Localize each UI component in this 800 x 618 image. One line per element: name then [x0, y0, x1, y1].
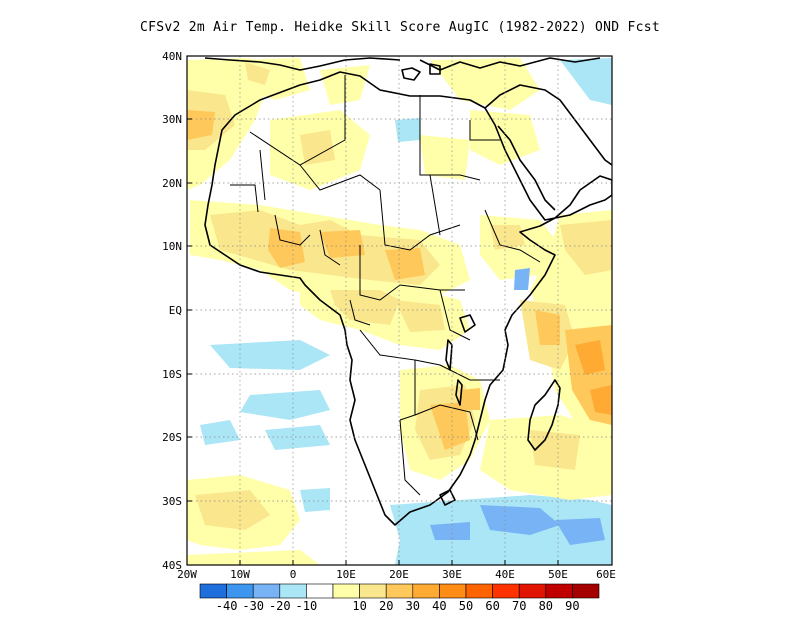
lat-label-10n: 10N — [162, 240, 182, 253]
lon-label-10w: 10W — [230, 568, 250, 581]
colorbar-label: 50 — [459, 599, 473, 613]
coastlines — [204, 57, 612, 526]
colorbar-label: -40 — [216, 599, 238, 613]
lon-labels: 20W 10W 0 10E 20E 30E 40E 50E 60E — [177, 568, 616, 581]
colorbar-swatch — [465, 583, 493, 599]
lon-label-0: 0 — [290, 568, 297, 581]
lon-label-10e: 10E — [336, 568, 356, 581]
lat-label-20s: 20S — [162, 431, 182, 444]
colorbar-label: 60 — [485, 599, 499, 613]
grid-lines — [187, 56, 612, 565]
colorbar-swatch — [226, 583, 254, 599]
colorbar-swatch — [199, 583, 227, 599]
lat-label-10s: 10S — [162, 368, 182, 381]
map-title: CFSv2 2m Air Temp. Heidke Skill Score Au… — [139, 20, 661, 35]
lat-label-40s: 40S — [162, 559, 182, 572]
lon-label-20e: 20E — [389, 568, 409, 581]
colorbar-swatch — [385, 583, 414, 599]
lat-label-30s: 30S — [162, 495, 182, 508]
colorbar-swatch — [252, 583, 281, 599]
colorbar-label: 80 — [539, 599, 553, 613]
colorbar-swatch — [359, 583, 387, 599]
colorbar-label: -10 — [296, 599, 318, 613]
lat-label-40n: 40N — [162, 50, 182, 63]
colorbar-swatch — [332, 583, 360, 599]
colorbar: -40 -30 -20 -10 10 20 30 40 50 60 70 80 90 — [199, 583, 600, 613]
lon-label-20w: 20W — [177, 568, 197, 581]
colorbar-label: 30 — [406, 599, 420, 613]
colorbar-swatch — [572, 583, 600, 599]
colorbar-swatch — [439, 583, 467, 599]
colorbar-label: 40 — [432, 599, 446, 613]
country-borders — [230, 75, 541, 496]
colorbar-swatch — [412, 583, 440, 599]
colorbar-label: 90 — [565, 599, 579, 613]
lon-label-30e: 30E — [442, 568, 462, 581]
colorbar-swatch — [518, 583, 547, 599]
lon-label-60e: 60E — [596, 568, 616, 581]
colorbar-swatch — [545, 583, 573, 599]
colorbar-label: -30 — [242, 599, 264, 613]
colorbar-swatch — [279, 583, 307, 599]
lon-label-50e: 50E — [548, 568, 568, 581]
lat-labels: 40N 30N 20N 10N EQ 10S 20S 30S 40S — [162, 50, 182, 572]
colorbar-swatch — [306, 583, 334, 599]
tick-marks — [186, 55, 613, 566]
lat-label-20n: 20N — [162, 177, 182, 190]
colorbar-label: 70 — [512, 599, 526, 613]
colorbar-label: 20 — [379, 599, 393, 613]
lat-label-eq: EQ — [169, 304, 182, 317]
lon-label-40e: 40E — [495, 568, 515, 581]
colorbar-label: 10 — [352, 599, 366, 613]
lat-label-30n: 30N — [162, 113, 182, 126]
colorbar-swatch — [492, 583, 520, 599]
colorbar-label: -20 — [269, 599, 291, 613]
